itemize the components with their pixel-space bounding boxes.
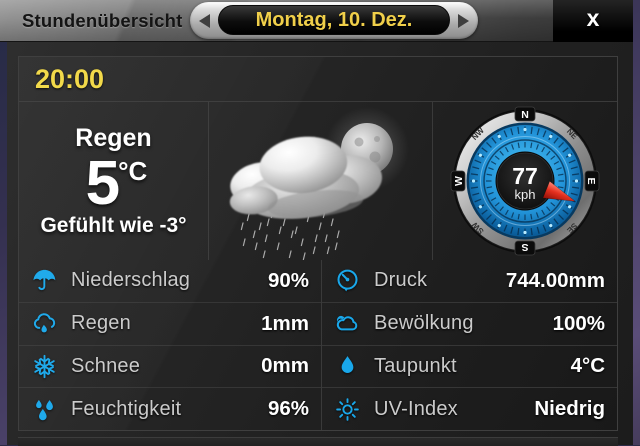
sun-icon	[334, 396, 361, 423]
pressure-gauge-icon	[334, 267, 361, 294]
detail-row-humidity: Feuchtigkeit 96%	[19, 387, 321, 430]
next-day-button[interactable]	[458, 14, 469, 28]
date-navigator[interactable]: Montag, 10. Dez.	[190, 2, 478, 39]
time-row: 20:00	[19, 57, 617, 102]
snowflake-icon	[31, 353, 58, 380]
detail-value: 0mm	[261, 354, 309, 378]
page-title: Stundenübersicht	[22, 10, 183, 31]
temperature-block: Regen 5 °C Gefühlt wie -3°	[19, 102, 209, 260]
rain-cloud-moon-icon	[229, 107, 409, 260]
detail-value: Niedrig	[534, 397, 605, 421]
close-icon: x	[586, 4, 600, 31]
detail-label: Regen	[71, 312, 131, 335]
details-column-right: Druck 744.00mm Bewölkung 100%	[321, 260, 617, 430]
temperature-value: 5	[85, 148, 121, 218]
svg-text:S: S	[521, 241, 528, 253]
temperature-line: 5 °C	[86, 151, 148, 216]
water-drop-icon	[334, 353, 361, 380]
wind-unit: kph	[515, 187, 536, 202]
wind-compass: 77 kph N NE E SE S SW W NW	[450, 106, 600, 256]
summary-row: Regen 5 °C Gefühlt wie -3°	[19, 102, 617, 260]
cloud	[229, 136, 383, 219]
svg-text:W: W	[453, 176, 465, 186]
detail-row-precipitation: Niederschlag 90%	[19, 260, 321, 302]
svg-text:E: E	[585, 177, 597, 184]
feels-like-label: Gefühlt wie -3°	[40, 214, 187, 238]
rain-cloud-icon	[31, 310, 58, 337]
detail-label: Schnee	[71, 354, 141, 377]
humidity-icon	[31, 396, 58, 423]
date-label[interactable]: Montag, 10. Dez.	[218, 5, 450, 35]
detail-value: 1mm	[261, 311, 309, 335]
detail-value: 744.00mm	[505, 268, 605, 292]
rain	[240, 210, 340, 260]
detail-row-rain: Regen 1mm	[19, 301, 321, 345]
details-column-left: Niederschlag 90% Regen 1mm	[19, 260, 321, 430]
weather-icon-block	[209, 102, 433, 260]
detail-label: Taupunkt	[374, 354, 457, 377]
detail-label: Bewölkung	[374, 312, 474, 335]
detail-label: UV-Index	[374, 397, 458, 420]
hour-content-box: 20:00 Regen 5 °C Gefühlt wie -3°	[18, 56, 618, 431]
detail-label: Niederschlag	[71, 269, 191, 292]
wind-speed: 77	[512, 163, 538, 189]
svg-text:N: N	[521, 109, 529, 121]
close-button[interactable]: x	[553, 0, 633, 42]
detail-value: 96%	[267, 397, 309, 421]
detail-row-cloud-cover: Bewölkung 100%	[322, 301, 617, 345]
condition-label: Regen	[75, 123, 152, 152]
toolbar: Stundenübersicht Montag, 10. Dez. x	[0, 0, 633, 42]
detail-row-pressure: Druck 744.00mm	[322, 260, 617, 302]
detail-label: Druck	[374, 269, 428, 292]
hour-panel: 20:00 Regen 5 °C Gefühlt wie -3°	[7, 42, 633, 446]
detail-row-snow: Schnee 0mm	[19, 344, 321, 388]
wind-needle	[542, 180, 576, 202]
wind-block: 77 kph N NE E SE S SW W NW	[433, 102, 617, 260]
umbrella-icon	[31, 267, 58, 294]
detail-row-dew-point: Taupunkt 4°C	[322, 344, 617, 388]
temperature-unit: °C	[118, 155, 148, 186]
detail-row-uv-index: UV-Index Niedrig	[322, 387, 617, 430]
details-grid: Niederschlag 90% Regen 1mm	[19, 260, 617, 430]
hour-time: 20:00	[35, 63, 105, 94]
detail-value: 4°C	[570, 354, 605, 378]
detail-value: 100%	[552, 311, 605, 335]
prev-day-button[interactable]	[199, 14, 210, 28]
next-hour-row-edge[interactable]	[18, 437, 618, 446]
detail-value: 90%	[267, 268, 309, 292]
detail-label: Feuchtigkeit	[71, 397, 182, 420]
cloud-icon	[334, 310, 361, 337]
